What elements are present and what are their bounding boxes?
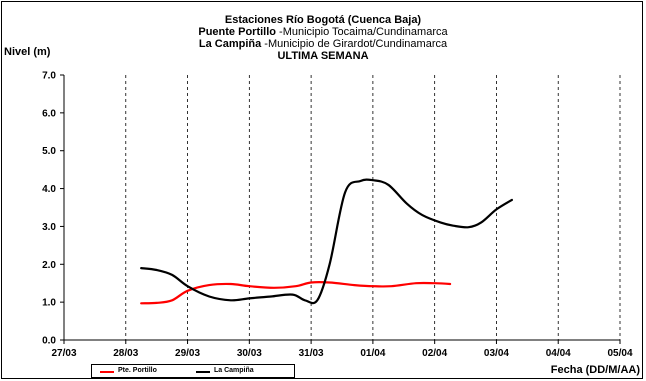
chart-legend: Pte. Portillo La Campiña <box>91 364 295 378</box>
x-tick-label: 28/03 <box>113 348 138 359</box>
y-tick-label: 5.0 <box>42 146 56 157</box>
subtitle-portillo-name: Puente Portillo <box>198 26 276 38</box>
x-tick-label: 30/03 <box>237 348 262 359</box>
x-tick-label: 27/03 <box>51 348 76 359</box>
y-tick-label: 7.0 <box>42 71 56 82</box>
chart-subtitle-campina: La Campiña -Municipio de Girardot/Cundin… <box>0 38 646 50</box>
y-tick-label: 1.0 <box>42 298 56 309</box>
series-line-campina <box>140 178 513 305</box>
x-axis-label: Fecha (DD/M/AA) <box>550 364 640 376</box>
y-tick-label: 6.0 <box>42 108 56 119</box>
x-tick-label: 02/04 <box>422 348 447 359</box>
legend-label-campina: La Campiña <box>214 367 254 374</box>
subtitle-portillo-location: -Municipio Tocaima/Cundinamarca <box>276 26 448 38</box>
y-tick-label: 3.0 <box>42 222 56 233</box>
subtitle-campina-name: La Campiña <box>198 38 262 50</box>
chart-period-label: ULTIMA SEMANA <box>277 50 369 62</box>
legend-line-portillo <box>100 371 114 373</box>
x-tick-label: 05/04 <box>607 348 632 359</box>
y-tick-label: 2.0 <box>42 260 56 271</box>
legend-label-portillo: Pte. Portillo <box>118 367 157 374</box>
legend-line-campina <box>196 371 210 373</box>
subtitle-campina-location: -Municipio de Girardot/Cundinamarca <box>261 38 448 50</box>
x-tick-label: 04/04 <box>546 348 571 359</box>
y-tick-label: 4.0 <box>42 184 56 195</box>
series-line-portillo <box>140 280 452 305</box>
y-tick-label: 0.0 <box>42 336 56 347</box>
x-tick-label: 03/04 <box>484 348 509 359</box>
x-tick-label: 31/03 <box>299 348 324 359</box>
chart-title: Estaciones Río Bogotá (Cuenca Baja) <box>224 14 422 26</box>
y-axis-label: Nivel (m) <box>4 46 51 58</box>
x-tick-label: 29/03 <box>175 348 200 359</box>
x-tick-label: 01/04 <box>360 348 385 359</box>
chart-subtitle-portillo: Puente Portillo -Municipio Tocaima/Cundi… <box>0 26 646 38</box>
